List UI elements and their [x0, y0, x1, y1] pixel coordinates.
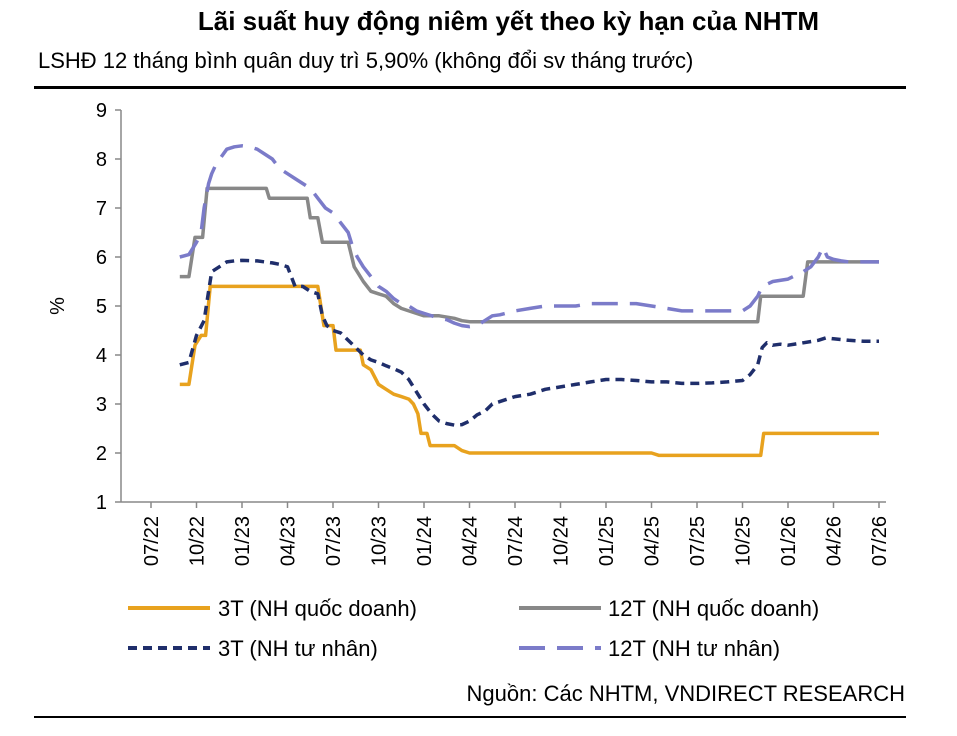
x-tick-label: 10/24 — [551, 516, 573, 566]
x-tick-label: 10/22 — [187, 516, 209, 566]
x-tick-label: 01/25 — [596, 516, 618, 566]
y-tick-label: 4 — [96, 345, 107, 367]
series-line-4 — [179, 144, 879, 329]
x-tick-label: 04/24 — [460, 516, 482, 566]
x-tick-label: 10/23 — [369, 516, 391, 566]
x-tick-label: 04/25 — [642, 516, 664, 566]
y-tick-label: 5 — [96, 296, 107, 318]
x-tick-label: 07/22 — [141, 516, 163, 566]
source-note: Nguồn: Các NHTM, VNDIRECT RESEARCH — [466, 681, 905, 706]
bottom-rule — [34, 716, 906, 718]
x-tick-label: 01/24 — [414, 516, 436, 566]
x-tick-label: 04/23 — [278, 516, 300, 566]
y-tick-label: 8 — [96, 149, 107, 171]
chart-title: Lãi suất huy động niêm yết theo kỳ hạn c… — [197, 6, 820, 36]
y-tick-label: 3 — [96, 394, 107, 416]
legend-label-2: 12T (NH quốc doanh) — [608, 596, 819, 621]
y-tick-label: 1 — [96, 492, 107, 514]
top-rule — [34, 86, 906, 89]
chart-subtitle: LSHĐ 12 tháng bình quân duy trì 5,90% (k… — [38, 48, 694, 73]
legend-label-3: 3T (NH tư nhân) — [218, 636, 378, 661]
legend: 3T (NH quốc doanh) 12T (NH quốc doanh) 3T … — [128, 596, 819, 661]
x-tick-label: 01/26 — [778, 516, 800, 566]
x-tick-label: 07/23 — [323, 516, 345, 566]
y-tick-label: 2 — [96, 443, 107, 465]
legend-label-1: 3T (NH quốc doanh) — [218, 596, 417, 621]
y-tick-label: 9 — [96, 100, 107, 122]
x-tick-label: 07/26 — [869, 516, 891, 566]
x-tick-label: 10/25 — [733, 516, 755, 566]
x-tick-label: 07/25 — [687, 516, 709, 566]
y-axis-title: % — [47, 297, 69, 315]
legend-label-4: 12T (NH tư nhân) — [608, 636, 780, 661]
series-line-1 — [179, 284, 879, 458]
x-tick-label: 04/26 — [824, 516, 846, 566]
series-layer — [179, 144, 879, 458]
x-tick-label: 01/23 — [232, 516, 254, 566]
series-line-2 — [179, 186, 879, 324]
y-tick-label: 7 — [96, 198, 107, 220]
y-tick-label: 6 — [96, 247, 107, 269]
x-tick-label: 07/24 — [505, 516, 527, 566]
axes: 1 2 3 4 5 6 7 8 9% 07/22 10/22 01/23 04/23 07/23 10/23… — [47, 100, 891, 566]
